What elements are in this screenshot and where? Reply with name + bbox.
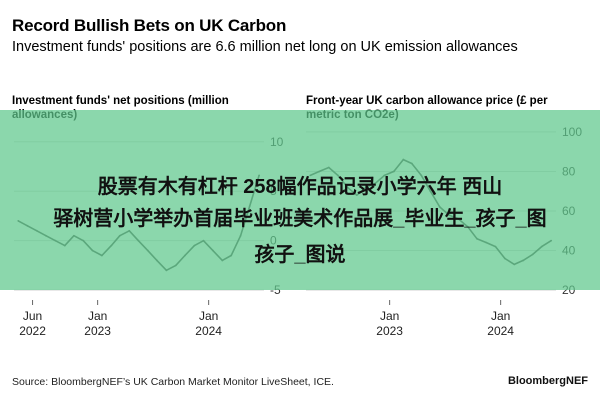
x-tick-label: 2023 [84,324,111,338]
x-tick-label: Jan [380,309,399,323]
y-tick-label: -5 [270,283,281,297]
watermark-banner [0,110,600,290]
chart-title: Record Bullish Bets on UK Carbon [12,16,287,35]
x-tick-label: 2024 [195,324,222,338]
x-tick-label: 2022 [19,324,46,338]
x-tick-label: Jan [199,309,218,323]
watermark-text-line-3: 孩子_图说 [254,244,346,266]
watermark-text-line-2: 驿树营小学举办首届毕业班美术作品展_毕业生_孩子_图 [53,208,547,230]
x-tick-label: 2023 [376,324,403,338]
chart-subtitle: Investment funds' positions are 6.6 mill… [12,39,518,55]
x-tick-label: Jan [491,309,510,323]
x-tick-label: Jan [88,309,107,323]
watermark-text-line-1: 股票有木有杠杆 258幅作品记录小学六年 西山 [97,176,503,198]
x-tick-label: 2024 [487,324,514,338]
x-tick-label: Jun [23,309,42,323]
source-note: Source: BloombergNEF’s UK Carbon Market … [12,376,334,388]
brand-logo: BloombergNEF [507,375,588,387]
